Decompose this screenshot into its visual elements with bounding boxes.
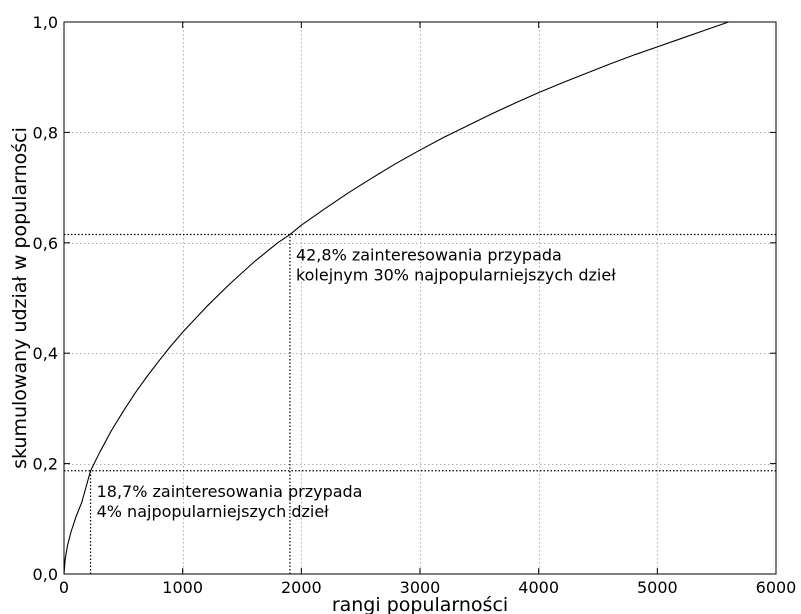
reference-lines bbox=[64, 233, 776, 574]
y-tick-label: 0,2 bbox=[33, 455, 58, 474]
y-axis-title: skumulowany udział w popularności bbox=[9, 127, 31, 469]
cumulative-share-line bbox=[63, 21, 729, 575]
x-axis-title: rangi popularności bbox=[332, 594, 508, 614]
x-tick-label: 3000 bbox=[400, 578, 441, 597]
x-tick-label: 2000 bbox=[281, 578, 322, 597]
y-axis-ticks: 0,0 0,2 0,4 0,6 0,8 1,0 bbox=[33, 13, 776, 584]
x-tick-label: 0 bbox=[59, 578, 69, 597]
annotation-text-line: 42,8% zainteresowania przypada bbox=[296, 246, 562, 265]
y-tick-label: 0,4 bbox=[33, 344, 58, 363]
x-tick-label: 4000 bbox=[518, 578, 559, 597]
series bbox=[63, 21, 729, 575]
y-tick-label: 0,6 bbox=[33, 234, 58, 253]
x-axis-ticks: 0 1000 2000 3000 4000 5000 6000 bbox=[59, 22, 796, 597]
y-tick-label: 1,0 bbox=[33, 13, 58, 32]
annotation-text-line: 18,7% zainteresowania przypada bbox=[97, 482, 363, 501]
y-tick-label: 0,0 bbox=[33, 565, 58, 584]
x-tick-label: 6000 bbox=[756, 578, 797, 597]
grid bbox=[64, 22, 776, 574]
annotation-text-line: kolejnym 30% najpopularniejszych dzieł bbox=[296, 266, 616, 285]
x-tick-label: 1000 bbox=[162, 578, 203, 597]
annotation-text-line: 4% najpopularniejszych dzieł bbox=[97, 502, 330, 521]
y-tick-label: 0,8 bbox=[33, 123, 58, 142]
x-tick-label: 5000 bbox=[637, 578, 678, 597]
